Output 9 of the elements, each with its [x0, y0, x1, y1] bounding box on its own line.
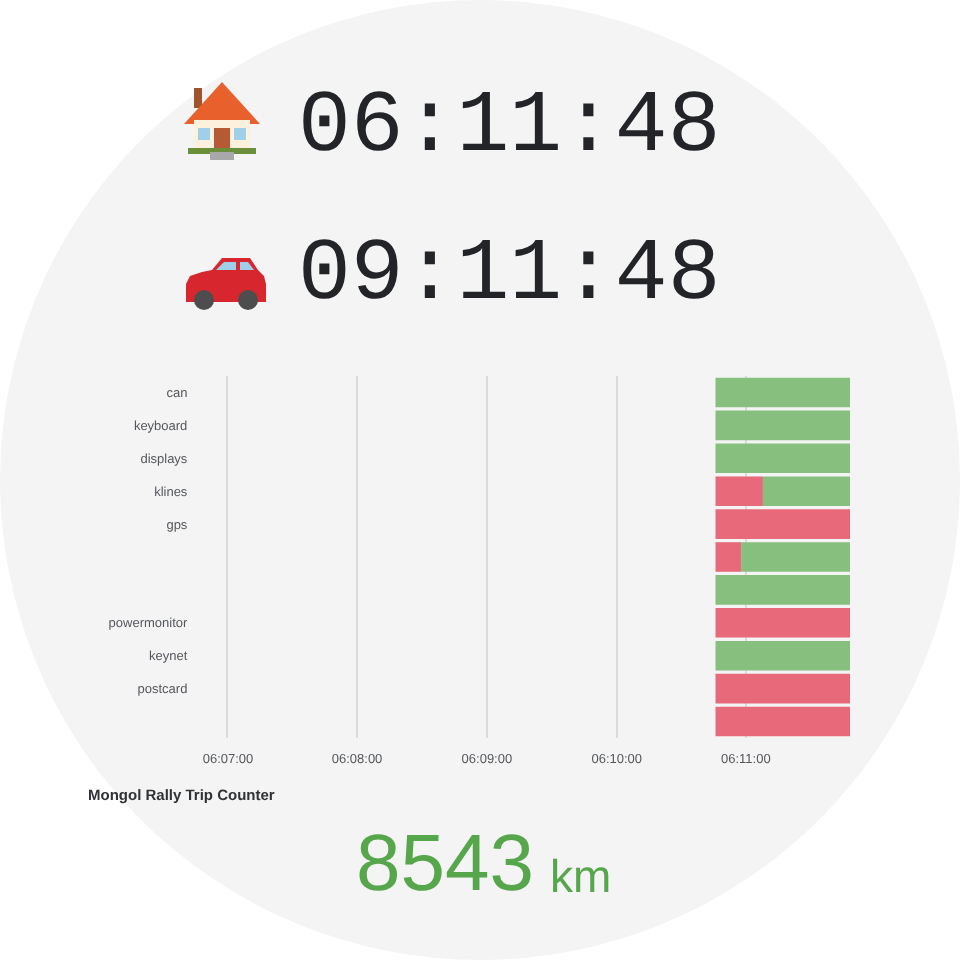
bar — [715, 640, 850, 671]
bar — [715, 608, 850, 638]
bar — [715, 673, 850, 704]
text: 06:11:48 — [298, 78, 721, 178]
text: 8543 — [356, 820, 534, 908]
text: km — [550, 850, 612, 902]
bar — [715, 706, 850, 737]
text: 09:11:48 — [298, 226, 721, 326]
bar — [715, 377, 850, 408]
